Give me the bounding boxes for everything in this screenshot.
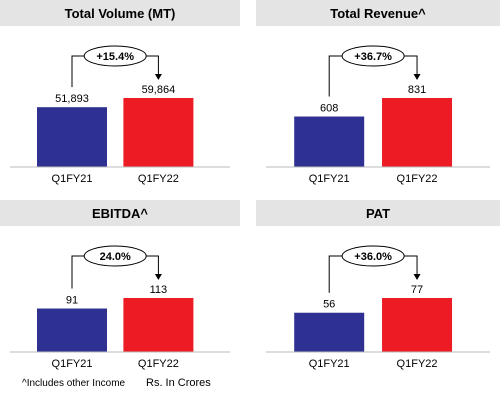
category-label: Q1FY21: [309, 173, 350, 185]
chart-svg: 608 Q1FY21 831 Q1FY22 +36.7%: [266, 45, 490, 185]
units-note: Rs. In Crores: [146, 377, 211, 389]
bar-q1fy22: [123, 298, 194, 352]
value-label: 59,864: [142, 84, 176, 96]
chart-title: Total Volume (MT): [0, 0, 240, 26]
bar-q1fy22: [382, 298, 453, 352]
growth-badge: [341, 245, 405, 267]
footnote: ^Includes other Income: [22, 378, 126, 389]
growth-label: +15.4%: [96, 51, 134, 63]
growth-label: +36.0%: [354, 251, 392, 263]
panel-total-volume: Total Volume (MT) 51,893 Q1FY21 59,864 Q1FY…: [0, 0, 240, 185]
chart-svg: 51,893 Q1FY21 59,864 Q1FY22 +15.4%: [10, 45, 230, 185]
value-label: 608: [320, 103, 338, 115]
category-label: Q1FY22: [397, 173, 438, 185]
growth-label: +36.7%: [354, 51, 392, 63]
growth-arrowhead: [413, 74, 421, 80]
bar-q1fy21: [294, 116, 365, 167]
category-label: Q1FY21: [309, 358, 350, 370]
bar-q1fy21: [37, 308, 107, 352]
value-label: 113: [150, 284, 168, 296]
value-label: 51,893: [55, 93, 89, 105]
chart-title: EBITDA^: [0, 200, 240, 226]
growth-badge: [83, 45, 147, 67]
bar-q1fy22: [123, 98, 194, 167]
value-label: 91: [66, 295, 78, 307]
panel-total-revenue: Total Revenue^ 608 Q1FY21 831 Q1FY22 +36.7%: [256, 0, 500, 185]
value-label: 56: [323, 299, 335, 311]
chart-title: Total Revenue^: [256, 0, 500, 26]
growth-badge: [341, 45, 405, 67]
growth-arrowhead: [154, 274, 162, 280]
category-label: Q1FY22: [397, 358, 438, 370]
panel-pat: PAT 56 Q1FY21 77 Q1FY22 +36.0%: [256, 200, 500, 370]
chart-svg: 91 Q1FY21 113 Q1FY22 24.0%: [10, 245, 230, 370]
value-label: 77: [411, 284, 423, 296]
bar-q1fy22: [382, 98, 453, 167]
category-label: Q1FY21: [52, 173, 93, 185]
growth-arrowhead: [413, 274, 421, 280]
value-label: 831: [408, 84, 426, 96]
panel-ebitda: EBITDA^ 91 Q1FY21 113 Q1FY22 24.0%: [0, 200, 240, 370]
growth-label: 24.0%: [100, 251, 131, 263]
category-label: Q1FY22: [138, 358, 179, 370]
bar-q1fy21: [294, 312, 365, 352]
chart-title: PAT: [256, 200, 500, 226]
category-label: Q1FY22: [138, 173, 179, 185]
chart-svg: 56 Q1FY21 77 Q1FY22 +36.0%: [266, 245, 490, 370]
growth-badge: [83, 245, 147, 267]
bar-q1fy21: [37, 107, 107, 167]
growth-arrowhead: [154, 74, 162, 80]
category-label: Q1FY21: [52, 358, 93, 370]
